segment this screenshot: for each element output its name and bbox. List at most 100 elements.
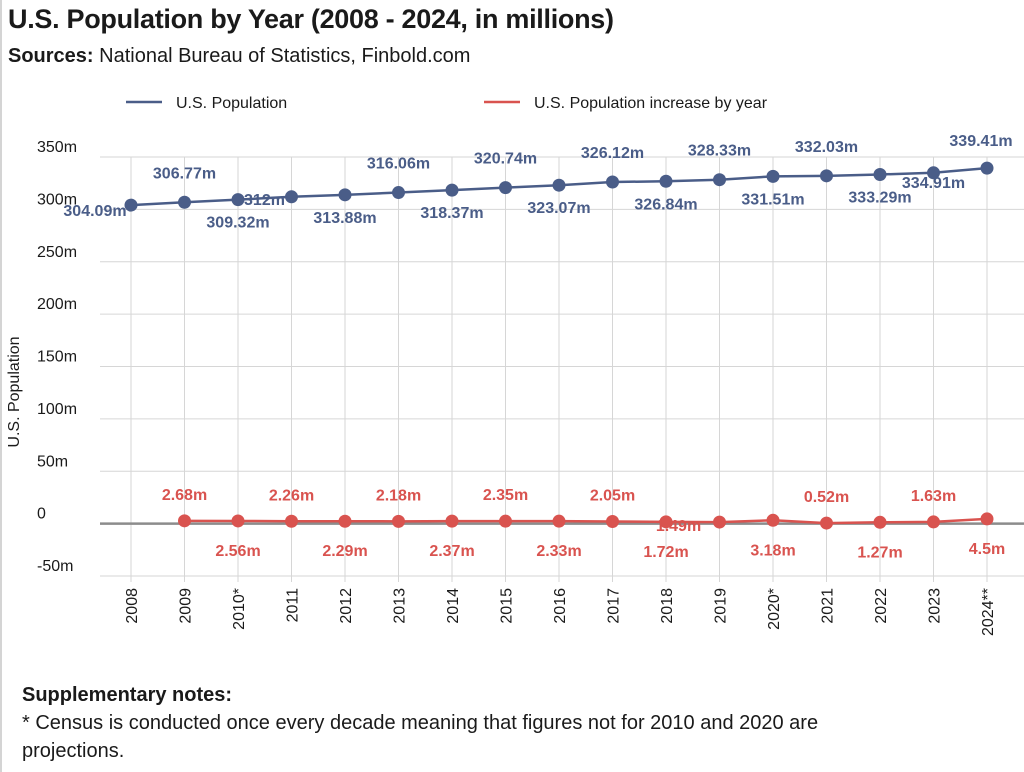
data-label-population: 306.77m <box>153 165 216 182</box>
data-point-u-s-population <box>980 161 994 175</box>
data-label-population: 304.09m <box>63 203 126 220</box>
data-point-u-s-population-increase-by-year <box>338 514 352 528</box>
x-tick-label: 2016 <box>552 588 569 624</box>
data-label-population: 331.51m <box>741 191 804 208</box>
y-axis: -50m 0 50m 100m 150m 200m 250m 300m 350m <box>37 139 77 575</box>
data-point-u-s-population <box>285 190 298 204</box>
data-label-increase: 2.68m <box>162 487 207 504</box>
data-label-increase: 3.18m <box>750 542 795 559</box>
data-point-u-s-population-increase-by-year <box>231 514 245 528</box>
data-point-u-s-population <box>392 186 405 200</box>
y-tick-label: 0 <box>37 506 46 523</box>
data-point-u-s-population-increase-by-year <box>980 512 994 526</box>
data-point-u-s-population <box>231 193 245 207</box>
data-label-population: 312m <box>244 192 285 209</box>
data-point-u-s-population <box>659 174 673 188</box>
sources-label: Sources: <box>8 45 94 67</box>
notes-heading: Supplementary notes: <box>22 684 233 706</box>
data-label-population: 313.88m <box>313 210 376 227</box>
data-point-u-s-population-increase-by-year <box>659 515 673 529</box>
data-label-increase: 2.37m <box>429 543 474 560</box>
data-label-population: 326.84m <box>634 196 697 213</box>
y-tick-label: 150m <box>37 349 77 366</box>
series-layer <box>124 161 994 530</box>
y-tick-label: 50m <box>37 453 68 470</box>
x-tick-label: 2022 <box>873 588 890 624</box>
data-point-u-s-population-increase-by-year <box>873 515 887 529</box>
data-point-u-s-population-increase-by-year <box>499 514 512 528</box>
data-point-u-s-population <box>820 169 833 183</box>
x-tick-label: 2019 <box>713 588 730 624</box>
data-label-increase: 1.63m <box>911 488 956 505</box>
y-tick-label: 100m <box>37 401 77 418</box>
x-tick-label: 2009 <box>178 588 195 624</box>
data-label-increase: 2.33m <box>536 543 581 560</box>
data-point-u-s-population <box>552 178 566 192</box>
data-point-u-s-population-increase-by-year <box>713 515 726 529</box>
chart-title: U.S. Population by Year (2008 - 2024, in… <box>8 4 614 34</box>
data-point-u-s-population <box>499 181 512 195</box>
y-tick-label: 300m <box>37 191 77 208</box>
x-tick-label: 2011 <box>285 588 302 623</box>
x-tick-label: 2015 <box>499 588 516 624</box>
data-label-increase: 1.49m <box>656 518 701 535</box>
data-label-increase: 2.05m <box>590 487 635 504</box>
data-point-u-s-population-increase-by-year <box>552 514 566 528</box>
sources-text: National Bureau of Statistics, Finbold.c… <box>93 45 471 67</box>
x-tick-label: 2010* <box>231 588 248 630</box>
legend: U.S. Population U.S. Population increase … <box>126 95 768 112</box>
left-border <box>0 0 2 772</box>
series-line-u-s-population-increase-by-year <box>184 517 988 525</box>
data-label-population: 323.07m <box>527 200 590 217</box>
data-label-population: 318.37m <box>420 205 483 222</box>
data-label-increase: 1.27m <box>857 544 902 561</box>
supplementary-notes: Supplementary notes: * Census is conduct… <box>22 684 1022 765</box>
y-tick-label: 200m <box>37 296 77 313</box>
data-point-u-s-population <box>338 188 352 202</box>
notes-body: * Census is conducted once every decade … <box>22 712 819 762</box>
data-point-u-s-population-increase-by-year <box>445 514 459 528</box>
data-point-u-s-population <box>873 168 887 182</box>
x-tick-label: 2020* <box>766 588 783 630</box>
data-label-population: 316.06m <box>367 156 430 173</box>
data-label-population: 328.33m <box>688 143 751 160</box>
data-point-u-s-population <box>713 173 726 187</box>
data-label-population: 333.29m <box>848 190 911 207</box>
data-point-u-s-population <box>606 175 619 189</box>
y-tick-label: -50m <box>37 558 73 575</box>
y-tick-label: 250m <box>37 244 77 261</box>
data-label-increase: 2.26m <box>269 487 314 504</box>
data-label-increase: 2.18m <box>376 487 421 504</box>
data-point-u-s-population-increase-by-year <box>820 516 833 530</box>
data-label-increase: 2.56m <box>215 543 260 560</box>
population-chart: U.S. Population U.S. Population increase … <box>6 95 1024 636</box>
data-point-u-s-population-increase-by-year <box>606 514 619 528</box>
data-label-population: 320.74m <box>474 151 537 168</box>
data-label-population: 334.91m <box>902 175 965 192</box>
legend-label-u-s-population-increase-by-year: U.S. Population increase by year <box>534 95 768 112</box>
data-point-u-s-population-increase-by-year <box>285 514 298 528</box>
x-axis: 2008 2009 2010* 2011 2012 2013 2014 2015 2016 201… <box>124 588 997 636</box>
data-label-population: 309.32m <box>206 215 269 232</box>
y-tick-label: 350m <box>37 139 77 156</box>
x-tick-label: 2023 <box>927 588 944 624</box>
data-point-u-s-population-increase-by-year <box>392 514 405 528</box>
data-labels: 304.09m 306.77m 309.32m 312m 313.88m 316.06m 3… <box>63 133 1012 561</box>
x-tick-label: 2008 <box>124 588 141 624</box>
legend-label-u-s-population: U.S. Population <box>176 95 287 112</box>
data-point-u-s-population <box>766 169 780 183</box>
data-label-increase: 4.5m <box>969 541 1005 558</box>
data-label-population: 326.12m <box>581 145 644 162</box>
data-point-u-s-population <box>927 166 940 180</box>
data-point-u-s-population-increase-by-year <box>927 515 940 529</box>
data-label-population: 332.03m <box>795 139 858 156</box>
x-tick-label: 2013 <box>392 588 409 624</box>
data-point-u-s-population-increase-by-year <box>178 514 191 528</box>
data-point-u-s-population <box>178 195 191 209</box>
data-label-increase: 0.52m <box>804 489 849 506</box>
x-tick-label: 2017 <box>606 588 623 624</box>
grid <box>100 156 1024 582</box>
data-label-population: 339.41m <box>949 133 1012 150</box>
data-label-increase: 2.29m <box>322 543 367 560</box>
sources-line: Sources: National Bureau of Statistics, … <box>8 45 470 68</box>
